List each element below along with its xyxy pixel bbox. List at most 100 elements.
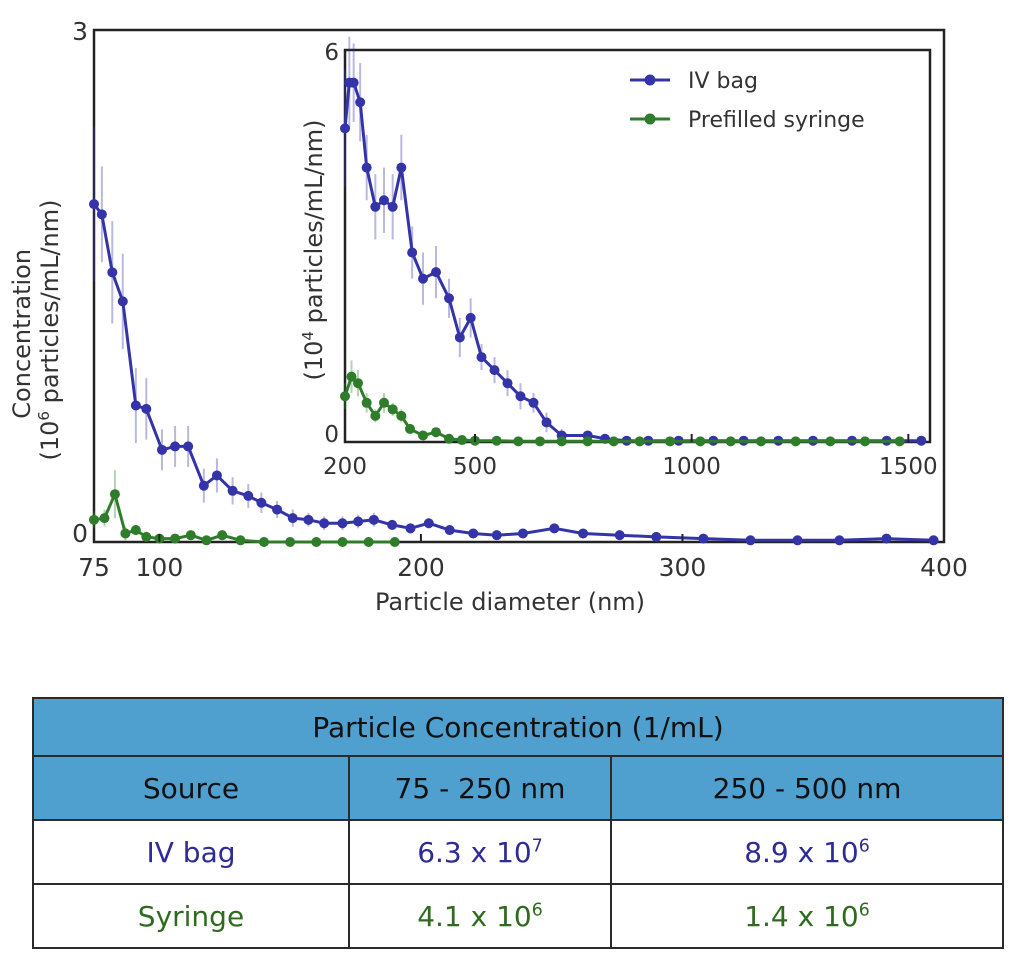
inset-data-point <box>491 435 502 446</box>
main-data-point <box>170 441 181 452</box>
main-y-axis-label-pre: (10 <box>36 421 64 461</box>
main-data-point <box>881 533 892 544</box>
inset-data-point <box>348 77 359 88</box>
main-data-point <box>303 514 314 525</box>
main-data-point <box>745 535 756 546</box>
main-data-point <box>259 537 269 547</box>
table-cell-value: 4.1 x 106 <box>348 883 612 949</box>
main-data-point <box>130 400 141 411</box>
inset-data-point <box>407 247 418 258</box>
main-data-point <box>198 480 209 491</box>
main-y-axis-label: Concentration (106 particles/mL/nm) <box>8 200 64 461</box>
main-series <box>89 199 939 547</box>
inset-plot: 200 500 1000 1500 06 (104 particles/mL/nm) … <box>299 36 938 480</box>
main-data-point <box>405 523 416 534</box>
inset-data-point <box>396 410 407 421</box>
inset-data-point <box>528 397 539 408</box>
value-exponent: 6 <box>858 836 870 857</box>
inset-y-axis-label-post: particles/mL/nm) <box>300 120 328 332</box>
table-title-row: Particle Concentration (1/mL) <box>31 697 1005 757</box>
inset-data-point <box>387 404 398 415</box>
main-data-point <box>157 444 167 455</box>
inset-data-point <box>535 436 545 447</box>
value-exponent: 6 <box>858 900 870 921</box>
inset-data-point <box>387 201 398 212</box>
main-data-point <box>185 530 196 541</box>
inset-data-point <box>756 436 766 447</box>
inset-data-point <box>541 417 552 428</box>
main-data-point <box>96 209 107 220</box>
table-header-row: Source 75 - 250 nm 250 - 500 nm <box>32 755 1005 821</box>
inset-data-point <box>556 436 567 447</box>
main-data-point <box>130 525 141 536</box>
main-y-tick-label: 3 <box>72 17 88 46</box>
main-data-point <box>468 528 479 539</box>
legend: IV bag Prefilled syringe <box>630 69 865 133</box>
main-data-point <box>99 513 110 524</box>
table-header-range-75-250: 75 - 250 nm <box>348 755 612 821</box>
main-series-line-1 <box>93 492 395 544</box>
main-data-point <box>89 514 99 525</box>
table-cell-source: IV bag <box>32 819 350 885</box>
inset-data-point <box>725 436 736 447</box>
inset-x-tick-label: 1500 <box>879 454 938 480</box>
main-data-point <box>109 489 120 500</box>
main-y-axis-label-sup: 6 <box>35 411 53 421</box>
inset-data-point <box>695 436 706 447</box>
main-data-point <box>389 537 400 547</box>
inset-data-point <box>513 436 524 447</box>
main-plot: 75 100 200 300 400 03 Particle diameter (nm)… <box>8 17 968 616</box>
table-row: IV bag 6.3 x 107 8.9 x 106 <box>32 819 1005 885</box>
inset-data-point <box>916 435 927 446</box>
main-data-point <box>117 296 128 307</box>
inset-x-ticks: 200 500 1000 1500 <box>323 434 938 480</box>
inset-data-point <box>454 332 465 343</box>
main-data-point <box>337 518 348 529</box>
inset-data-point <box>340 123 350 134</box>
main-data-point <box>256 497 267 508</box>
inset-y-tick-label: 6 <box>324 40 339 66</box>
main-data-point <box>227 485 238 496</box>
table-title: Particle Concentration (1/mL) <box>31 697 1005 757</box>
value-base: 4.1 x 10 <box>417 899 532 933</box>
inset-data-point <box>457 435 467 446</box>
main-data-point <box>311 537 322 547</box>
inset-data-point <box>860 436 870 447</box>
main-data-point <box>444 525 455 536</box>
inset-data-point <box>790 436 801 447</box>
inset-series <box>340 77 927 447</box>
main-data-point <box>353 516 364 527</box>
table-cell-value: 8.9 x 106 <box>609 819 1005 885</box>
main-data-point <box>423 518 434 529</box>
inset-data-point <box>465 312 476 323</box>
value-base: 6.3 x 10 <box>417 835 532 869</box>
main-data-point <box>107 267 118 278</box>
main-x-axis-label: Particle diameter (nm) <box>375 588 645 616</box>
main-y-ticks: 03 <box>72 17 88 548</box>
main-data-point <box>491 530 502 541</box>
legend-label-prefilled-syringe: Prefilled syringe <box>688 108 865 133</box>
main-data-point <box>517 528 528 539</box>
value-exponent: 7 <box>531 836 543 857</box>
inset-data-point <box>396 162 407 173</box>
inset-y-tick-label: 0 <box>324 422 339 448</box>
main-y-axis-label-line1: Concentration <box>8 249 36 419</box>
inset-y-axis-label: (104 particles/mL/nm) <box>299 120 328 381</box>
inset-data-point <box>379 195 389 206</box>
inset-data-point <box>825 436 836 447</box>
main-data-point <box>285 537 296 547</box>
inset-data-point <box>353 378 363 389</box>
inset-x-tick-label: 200 <box>323 454 367 480</box>
inset-data-point <box>489 365 500 376</box>
inset-data-point <box>361 397 372 408</box>
main-data-point <box>387 519 398 530</box>
inset-data-point <box>418 273 428 284</box>
legend-label-iv-bag: IV bag <box>688 69 758 94</box>
particle-concentration-table: Particle Concentration (1/mL) Source 75 … <box>31 697 1005 949</box>
value-exponent: 6 <box>531 900 543 921</box>
inset-data-point <box>894 436 905 447</box>
inset-data-point <box>515 391 526 402</box>
inset-data-point <box>379 397 389 408</box>
legend-marker-prefilled-syringe <box>644 113 656 125</box>
inset-data-point <box>370 410 381 421</box>
